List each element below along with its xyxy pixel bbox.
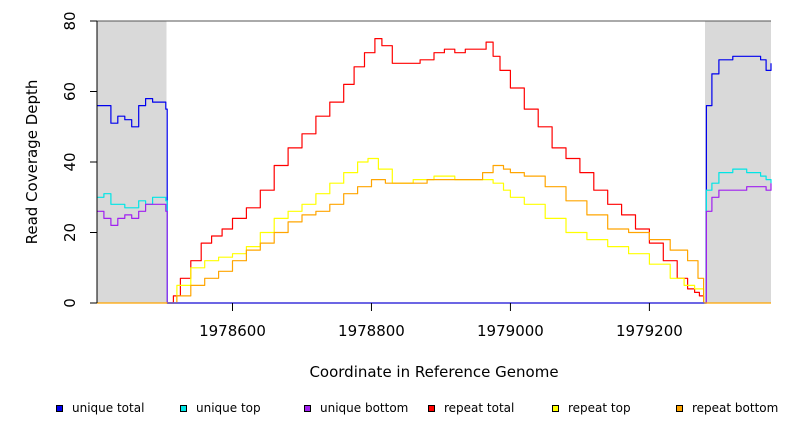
legend-swatch [552, 404, 559, 412]
x-tick-label-1979000: 1979000 [477, 322, 544, 340]
series-lines [97, 38, 772, 304]
series-line-repeat-total [166, 38, 705, 304]
axis-labels: Coordinate in Reference Genome Read Cove… [23, 80, 559, 381]
shaded-region-1 [704, 21, 771, 303]
legend-item-repeat-top: repeat top [552, 398, 631, 418]
legend-item-repeat-bottom: repeat bottom [676, 398, 778, 418]
y-axis-label: Read Coverage Depth [23, 80, 41, 245]
series-line-unique-bottom [97, 183, 772, 304]
legend-swatch [304, 404, 311, 412]
y-tick-label-60: 60 [61, 82, 79, 101]
series-line-unique-top [97, 168, 772, 304]
y-tick-label-40: 40 [61, 152, 79, 171]
legend-label: unique bottom [320, 401, 409, 415]
legend-item-unique-bottom: unique bottom [304, 398, 408, 418]
series-line-unique-total [97, 55, 772, 304]
shaded-region-0 [97, 21, 167, 303]
x-tick-label-1979200: 1979200 [616, 322, 683, 340]
y-tick-label-0: 0 [61, 298, 79, 308]
legend-swatch [428, 404, 435, 412]
legend-swatch [56, 404, 63, 412]
axes: 0 20 40 60 80 1978600 1978800 1979000 1979200 [61, 11, 771, 340]
series-line-repeat-bottom [166, 164, 705, 304]
legend-label: unique total [72, 401, 145, 415]
x-tick-label-1978600: 1978600 [199, 322, 266, 340]
legend-label: repeat bottom [692, 401, 779, 415]
legend-label: repeat total [444, 401, 515, 415]
legend-item-repeat-total: repeat total [428, 398, 514, 418]
y-tick-label-20: 20 [61, 223, 79, 242]
legend-swatch [676, 404, 683, 412]
legend-item-unique-top: unique top [180, 398, 261, 418]
legend-item-unique-total: unique total [56, 398, 144, 418]
legend: unique total unique top unique bottom repea… [0, 398, 792, 420]
x-tick-label-1978800: 1978800 [338, 322, 405, 340]
y-tick-label-80: 80 [61, 11, 79, 30]
legend-label: unique top [196, 401, 261, 415]
legend-label: repeat top [568, 401, 631, 415]
x-axis-label: Coordinate in Reference Genome [309, 363, 558, 381]
legend-swatch [180, 404, 187, 412]
shaded-regions [97, 21, 771, 303]
